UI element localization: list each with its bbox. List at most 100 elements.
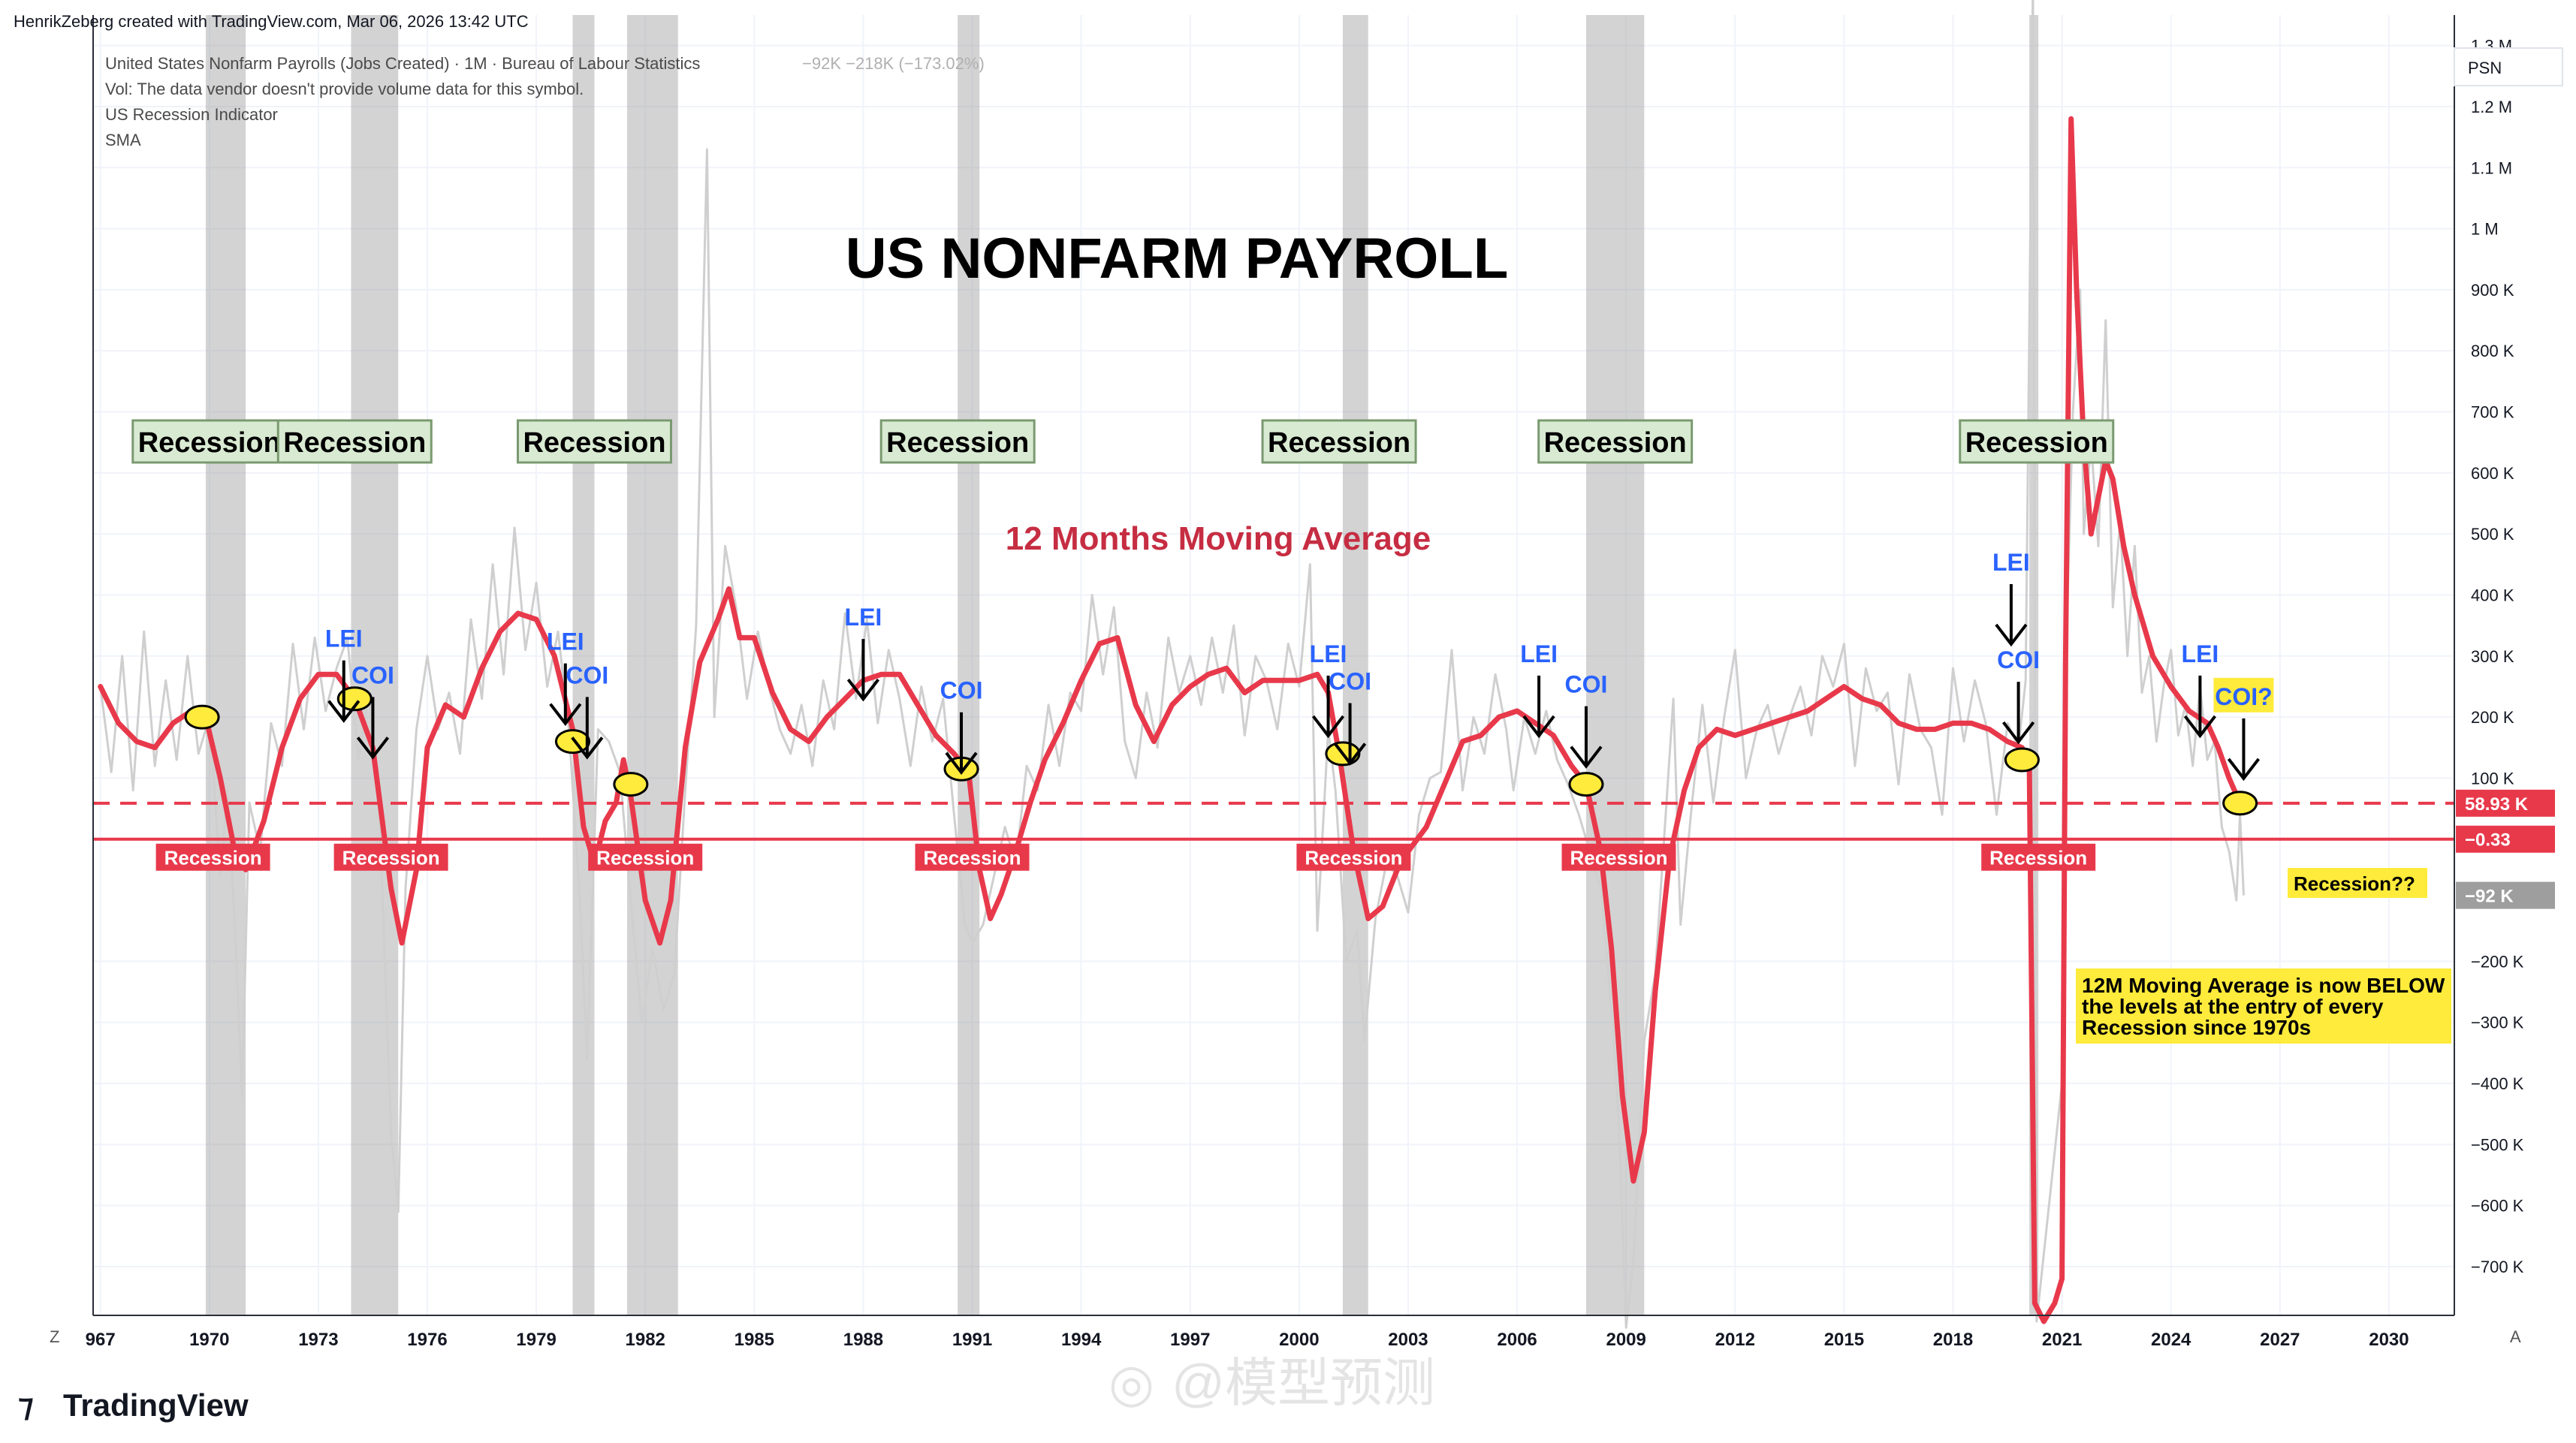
recession-tag-bg [588,843,703,871]
recession-box-bg [516,419,672,464]
recession-tag-bg [1981,843,2096,871]
x-tick-label: 1994 [1061,1330,1102,1350]
sma-label[interactable]: SMA [105,131,141,149]
down-arrow-head-icon [846,678,880,702]
x-tick-label: 2006 [1497,1330,1537,1350]
x-tick-label: 1982 [626,1330,665,1350]
recession-tag-bg [1296,843,1411,871]
y-tick-label: 400 K [2471,586,2514,604]
down-arrow-head-icon [1333,743,1367,766]
y-tick-label: −700 K [2471,1258,2524,1276]
annotation-label: LEI [1520,640,1558,667]
chart-title: US NONFARM PAYROLL [846,227,1509,291]
x-tick-label: 2027 [2260,1330,2300,1350]
y-tick-label: −600 K [2471,1197,2524,1216]
entry-marker [2222,791,2258,816]
recession-box: Recession [879,419,1036,464]
lei-annotation: LEI [845,604,882,702]
z-button-label: Z [50,1327,59,1346]
price-label-text: 58.93 K [2465,794,2529,815]
x-tick-label: 1985 [734,1330,774,1350]
vol-line[interactable]: Vol: The data vendor doesn't provide vol… [105,80,584,98]
price-label: −0.33 [2456,825,2555,853]
scale-label: PSN [2468,59,2502,77]
x-tick-label: 1991 [952,1330,992,1350]
x-tick-label: 1973 [298,1330,338,1350]
annotations: Recession Recession Recession Recession Rece… [131,419,2274,871]
down-arrow-head-icon [1995,623,2028,647]
recession-tag-label: Recession [164,847,262,869]
coi-annotation: COI [940,677,983,776]
down-arrow-head-icon [1570,746,1603,769]
x-tick-label: 1997 [1170,1330,1210,1350]
price-label-text: −92 K [2465,887,2514,907]
down-arrow-head-icon [1522,715,1555,739]
coi-annotation: COI [351,661,394,760]
down-arrow-head-icon [2183,715,2217,739]
recession-tag: Recession [588,843,703,871]
recession-box-label: Recession [523,427,665,459]
y-tick-label: −500 K [2471,1135,2524,1154]
tradingview-brand[interactable]: TradingView [63,1387,249,1423]
y-tick-label: 900 K [2471,281,2514,300]
scale-button[interactable] [2454,47,2563,86]
a-button[interactable] [2501,1321,2531,1351]
entry-marker [613,772,649,797]
y-tick-label: 800 K [2471,342,2514,360]
recession-box: Recession [1959,419,2115,464]
annotation-label: COI [1997,646,2040,673]
recession-box-bg [131,419,288,464]
lei-annotation: LEI [2182,640,2219,739]
symbol-line[interactable]: United States Nonfarm Payrolls (Jobs Cre… [105,54,700,73]
recession-box: Recession [1537,419,1694,464]
down-arrow-head-icon [356,737,390,760]
chart-subtitle: 12 Months Moving Average [1006,520,1431,557]
callout-line-2: the levels at the entry of every [2082,995,2384,1018]
z-button[interactable] [41,1321,71,1351]
recession-box-label: Recession [886,427,1029,459]
recession-tag-label: Recession [1305,847,1402,869]
annotation-label: LEI [845,604,882,631]
lei-annotation: LEI [1310,640,1347,739]
recession-indicator-label[interactable]: US Recession Indicator [105,105,278,124]
lei-annotation: LEI [1520,640,1558,739]
recession-box-label: Recession [1965,427,2108,459]
recession-tag: Recession [915,843,1030,871]
y-tick-label: 700 K [2471,403,2514,422]
callout-line-1: 12M Moving Average is now BELOW [2082,974,2445,997]
sma-series-line [98,116,2243,1324]
grid [93,15,2454,1315]
x-tick-label: 2015 [1824,1330,1864,1350]
down-arrow-head-icon [571,737,604,760]
coi-annotation: COI [566,661,608,760]
x-tick-label: 967 [86,1330,116,1350]
down-arrow-head-icon [2227,758,2261,782]
price-label-bg [2456,881,2555,909]
x-tick-label: 2000 [1279,1330,1319,1350]
annotation-label: LEI [1310,640,1347,667]
annotation-label: COI [940,677,983,704]
y-tick-label: 600 K [2471,464,2514,483]
recession-box-bg [276,419,433,464]
coi-annotation: COI [1329,668,1371,766]
raw-series [99,0,2245,1329]
recession-box: Recession [516,419,672,464]
tradingview-logo-icon: ⁊ [18,1387,34,1423]
y-tick-label: 100 K [2471,769,2514,788]
annotation-label: LEI [325,625,363,652]
recession-tag-bg [915,843,1030,871]
y-tick-label: 1.2 M [2471,98,2512,116]
recession-tag-label: Recession [1570,847,1667,869]
recession-tag-bg [155,843,270,871]
annotation-label: LEI [1992,549,2030,576]
recession-band [205,15,246,1315]
down-arrow-head-icon [2001,721,2035,745]
callout-box [2076,969,2451,1044]
y-tick-label: −200 K [2471,952,2524,971]
created-by-text: HenrikZeberg created with TradingView.co… [14,12,529,31]
recession-band [1585,15,1645,1315]
watermark-text: @模型预测 [1172,1354,1435,1412]
